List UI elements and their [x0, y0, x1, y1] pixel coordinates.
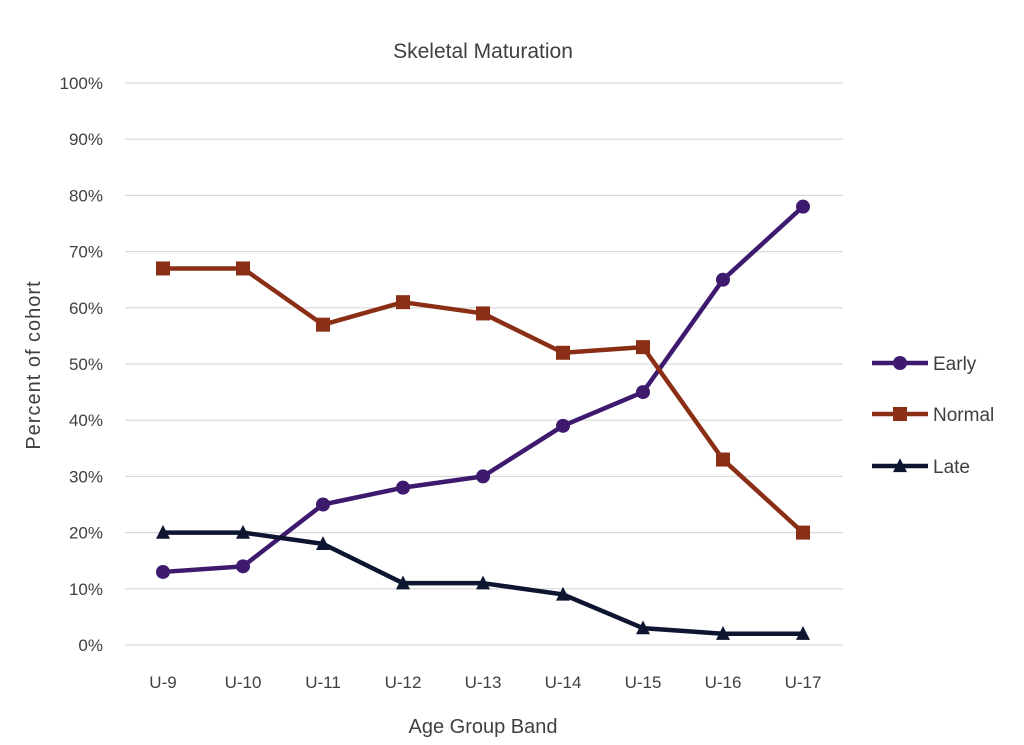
series-early — [156, 199, 810, 579]
x-tick-label: U-16 — [705, 673, 742, 692]
legend-item-normal: Normal — [872, 405, 994, 426]
data-point-square — [316, 317, 330, 332]
data-point-circle — [556, 418, 570, 433]
y-tick-label: 60% — [69, 299, 103, 318]
data-point-triangle — [796, 626, 810, 640]
x-axis-title: Age Group Band — [409, 716, 558, 738]
x-tick-label: U-9 — [149, 673, 176, 692]
data-point-circle — [316, 497, 330, 512]
data-point-circle — [636, 385, 650, 400]
y-axis-ticks: 0% 10% 20% 30% 40% 50% 60% 70% 80% 90% 100% — [60, 74, 103, 655]
series-group — [156, 199, 810, 640]
series-normal — [156, 261, 810, 540]
series-line-early — [160, 204, 806, 575]
data-point-triangle — [556, 586, 570, 601]
data-point-triangle — [316, 536, 330, 550]
y-axis-title: Percent of cohort — [23, 280, 45, 449]
x-tick-label: U-12 — [385, 673, 422, 692]
legend-item-early: Early — [872, 354, 977, 375]
data-point-triangle — [893, 458, 907, 473]
x-tick-label: U-15 — [625, 673, 662, 692]
gridlines — [125, 82, 843, 646]
data-point-triangle — [396, 575, 410, 590]
x-tick-label: U-13 — [465, 673, 502, 692]
data-point-circle — [396, 480, 410, 495]
y-tick-label: 40% — [69, 411, 103, 430]
data-point-circle — [796, 199, 810, 214]
legend-label: Early — [933, 354, 977, 375]
chart-title: Skeletal Maturation — [393, 40, 573, 63]
data-point-square — [236, 261, 250, 276]
y-tick-label: 50% — [69, 355, 103, 374]
y-tick-label: 80% — [69, 186, 103, 205]
y-tick-label: 70% — [69, 243, 103, 262]
y-tick-label: 90% — [69, 130, 103, 149]
legend-label: Normal — [933, 405, 994, 426]
data-point-square — [796, 525, 810, 540]
legend-item-late: Late — [872, 457, 970, 478]
legend: Early Normal Late — [872, 354, 994, 478]
y-tick-label: 10% — [69, 580, 103, 599]
series-late — [156, 524, 810, 640]
data-point-circle — [476, 469, 490, 484]
data-point-square — [636, 340, 650, 355]
data-point-triangle — [716, 626, 730, 640]
x-tick-label: U-10 — [225, 673, 262, 692]
x-tick-label: U-14 — [545, 673, 582, 692]
y-tick-label: 0% — [78, 636, 103, 655]
x-tick-label: U-11 — [305, 673, 341, 692]
y-tick-label: 20% — [69, 524, 103, 543]
data-point-circle — [893, 356, 907, 370]
data-point-circle — [236, 559, 250, 574]
data-point-square — [716, 452, 730, 467]
data-point-triangle — [236, 524, 250, 539]
legend-label: Late — [933, 457, 970, 478]
data-point-square — [556, 345, 570, 360]
data-point-square — [893, 407, 907, 421]
data-point-circle — [716, 272, 730, 287]
data-point-square — [156, 261, 170, 276]
data-point-square — [476, 306, 490, 321]
data-point-triangle — [156, 524, 170, 539]
data-point-triangle — [476, 575, 490, 590]
data-point-triangle — [636, 620, 650, 635]
x-axis-ticks: U-9 U-10 U-11 U-12 U-13 U-14 U-15 U-16 U-17 — [149, 673, 821, 692]
data-point-circle — [156, 564, 170, 579]
y-tick-label: 30% — [69, 467, 103, 486]
data-point-square — [396, 295, 410, 310]
x-tick-label: U-17 — [785, 673, 822, 692]
y-tick-label: 100% — [60, 74, 103, 93]
